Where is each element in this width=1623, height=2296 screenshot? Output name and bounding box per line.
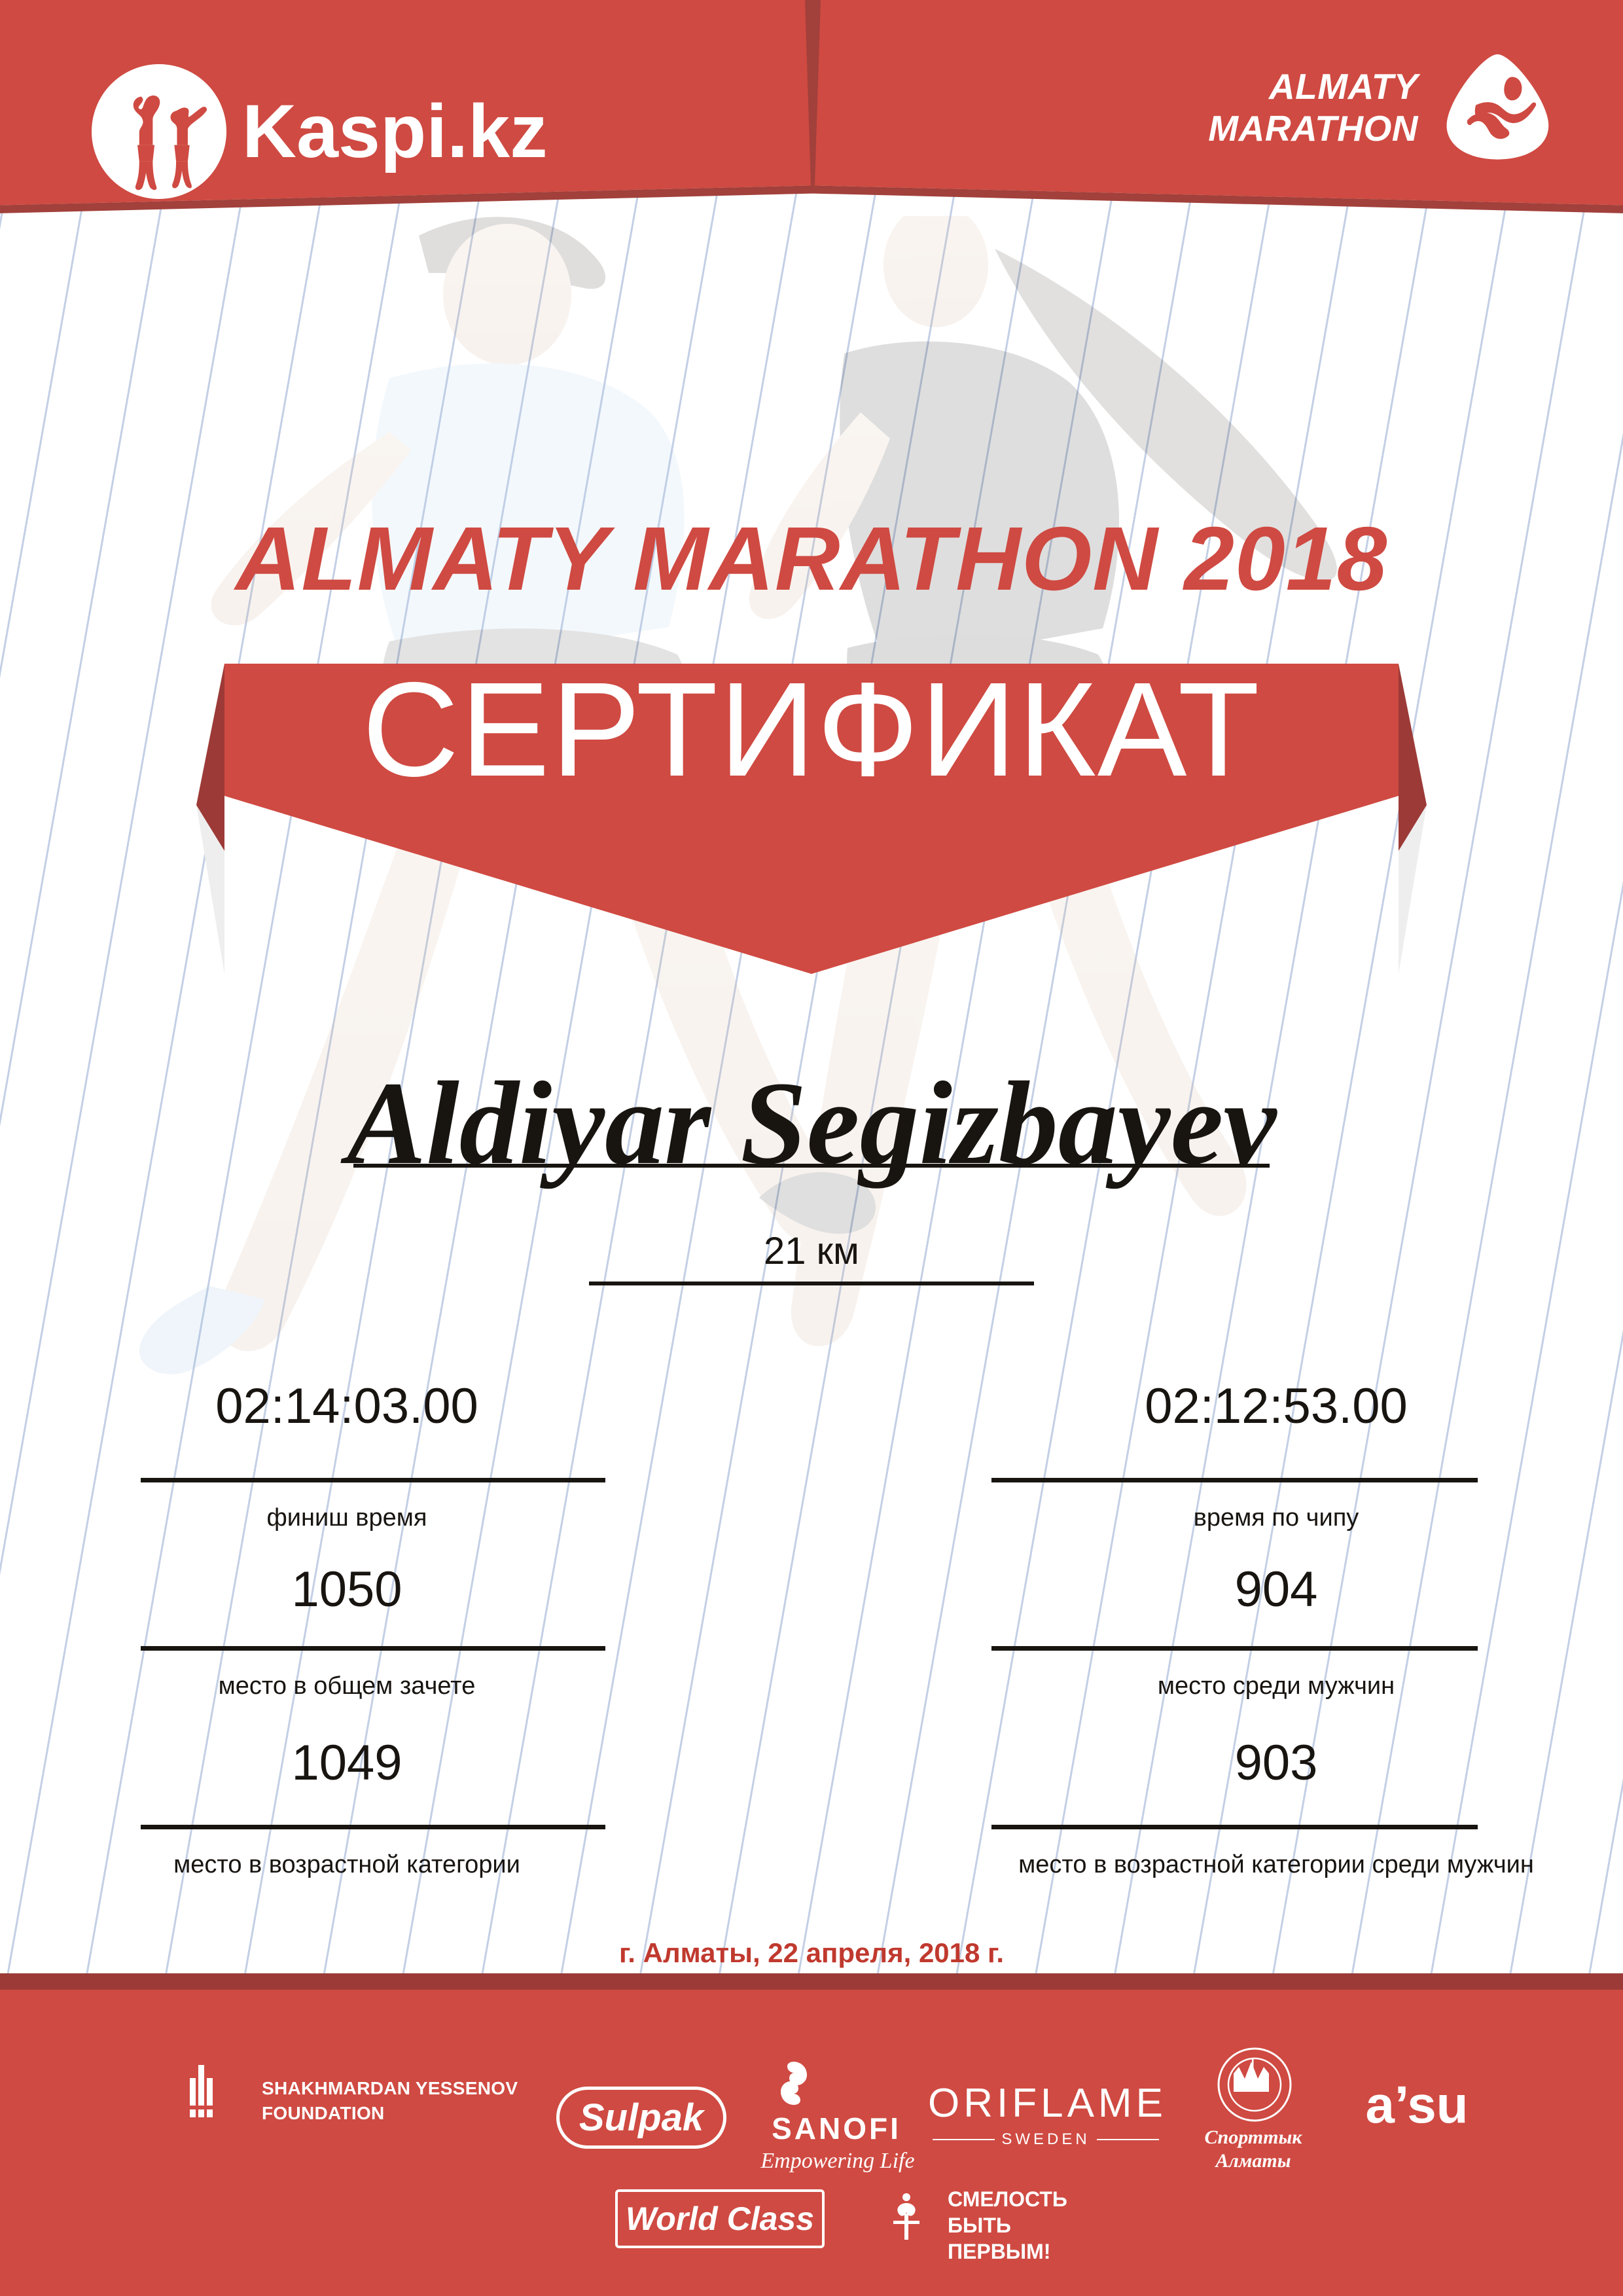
svg-text:СЕРТИФИКАТ: СЕРТИФИКАТ	[362, 655, 1260, 804]
